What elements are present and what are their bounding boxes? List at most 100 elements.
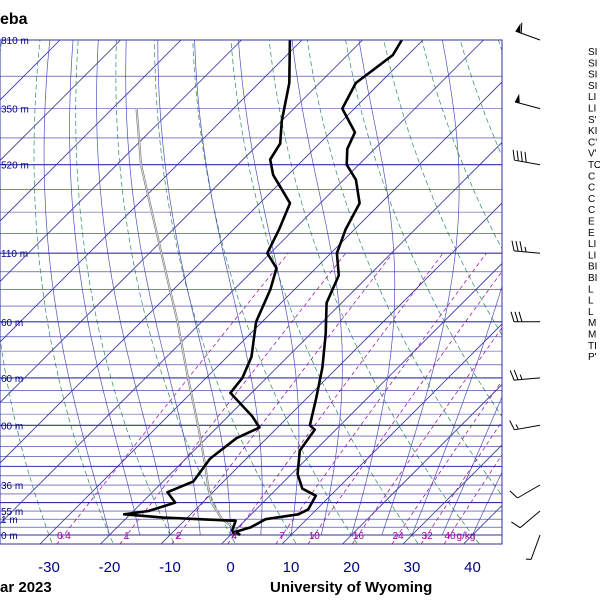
mixing-ratio-label: 32: [422, 531, 434, 542]
station-param-label: LI: [588, 250, 596, 261]
mixing-ratio-line: [56, 252, 289, 544]
wind-barb-full: [519, 241, 523, 252]
wind-barb-staff: [514, 101, 541, 110]
dry-adiabat-line: [268, 40, 480, 544]
mixing-ratio-line: [275, 252, 487, 544]
wind-barb-staff: [514, 377, 541, 381]
dry-adiabat-line: [459, 40, 502, 157]
footer-date: ar 2023: [0, 579, 52, 596]
temperature-ticks: -30 -20 -10 0 10 20 30 40: [38, 559, 481, 576]
mixing-ratio-label: 16: [353, 531, 365, 542]
moist-adiabat-line: [238, 40, 300, 536]
height-label: 0 m: [1, 531, 18, 542]
station-param-label: C: [588, 183, 595, 194]
mixing-ratio-label: 7: [279, 531, 285, 542]
station-param-label: BI: [588, 273, 597, 284]
wind-barb: [509, 420, 541, 431]
station-param-label: P': [588, 352, 597, 363]
wind-barb-full: [518, 311, 523, 322]
height-label: 350 m: [1, 105, 29, 116]
dry-adiabat-line: [0, 40, 53, 544]
dry-adiabats: [0, 40, 502, 544]
height-label: 60 m: [1, 374, 23, 385]
wind-barb: [512, 149, 541, 166]
wind-barb-staff: [514, 159, 541, 166]
isobars: [0, 40, 502, 536]
x-tick-label: -10: [159, 559, 181, 576]
station-param-label: TO: [588, 160, 600, 171]
isotherm-line: [281, 323, 502, 544]
wind-barb-full: [516, 150, 519, 161]
x-tick-label: 0: [226, 559, 234, 576]
mixing-ratio-line: [443, 454, 502, 544]
moist-adiabats: [43, 40, 502, 536]
station-param-label: SI: [588, 58, 597, 69]
isotherm-line: [0, 40, 61, 101]
height-label: 520 m: [1, 161, 29, 172]
dewpoint-line: [122, 40, 292, 536]
mixing-ratio-line: [171, 252, 393, 544]
dry-adiabat-line: [75, 40, 175, 544]
chart-title: eba: [0, 11, 28, 28]
station-param-label: SI: [588, 70, 597, 81]
mixing-ratio-labels: 0.4 1 2 4 7 10 16 24 32 40 g/kg: [57, 531, 476, 542]
temperature-line: [234, 40, 403, 537]
mixing-ratio-label: 2: [176, 531, 182, 542]
height-label: 110 m: [1, 249, 28, 260]
wind-barb: [511, 510, 541, 529]
wind-barb-full: [511, 240, 515, 252]
moist-adiabat-line: [96, 40, 171, 536]
station-param-label: L: [588, 307, 594, 318]
isotherm-line: [160, 202, 502, 544]
isotherm-line: [39, 81, 502, 544]
wind-barb: [510, 311, 540, 323]
mixing-ratio-lines: [56, 252, 502, 544]
moist-adiabat-line: [351, 40, 396, 536]
dry-adiabat-line: [345, 40, 502, 418]
isotherm-line: [341, 383, 502, 544]
wind-barb-full: [515, 240, 519, 252]
station-param-label: KI: [588, 126, 597, 137]
isotherm-line: [99, 141, 502, 544]
x-tick-label: 20: [343, 559, 360, 576]
mixing-ratio-label: 40: [444, 531, 456, 542]
wind-barb-staff: [517, 484, 541, 499]
dry-adiabat-line: [498, 40, 502, 52]
height-label: 810 m: [1, 36, 29, 47]
dry-adiabat-line: [154, 40, 297, 544]
mixing-ratio-label: g/kg: [457, 531, 476, 542]
mixing-ratio-label: 0.4: [57, 531, 71, 542]
station-param-label: C: [588, 171, 595, 182]
station-param-label: TI: [588, 341, 597, 352]
mixing-ratio-label: 4: [231, 531, 237, 542]
isotherm-line: [0, 40, 182, 222]
height-label: 36 m: [1, 481, 23, 492]
wind-barb-full: [524, 151, 527, 163]
station-param-label: L: [588, 284, 594, 295]
wind-barb: [509, 369, 541, 381]
station-param-label: SI: [588, 81, 597, 92]
wind-barb-staff: [515, 30, 541, 41]
dry-adiabat-line: [383, 40, 502, 336]
moist-adiabat-line: [441, 395, 502, 536]
wind-barb: [514, 93, 541, 110]
wind-barb-full: [509, 420, 515, 431]
station-parameters: SISISISILILIS'KIC'V'TOCCCCEELILIBIBILLLM…: [588, 47, 600, 363]
station-param-label: LI: [588, 104, 596, 115]
sounding-profile: [122, 40, 403, 537]
height-label: 1 m: [1, 515, 18, 526]
station-param-label: C': [588, 137, 597, 148]
wind-barb: [511, 240, 541, 254]
station-param-label: SI: [588, 47, 597, 58]
wind-barb-staff: [519, 510, 541, 529]
height-label: 00 m: [1, 421, 23, 432]
mixing-ratio-label: 10: [309, 531, 321, 542]
wind-barb-full: [509, 370, 515, 381]
wind-barb-staff: [514, 250, 541, 254]
wind-barb: [515, 22, 541, 41]
station-param-label: V': [588, 149, 597, 160]
height-label: 60 m: [1, 318, 23, 329]
footer-credit: University of Wyoming: [270, 579, 432, 596]
isotherm-line: [0, 40, 485, 525]
